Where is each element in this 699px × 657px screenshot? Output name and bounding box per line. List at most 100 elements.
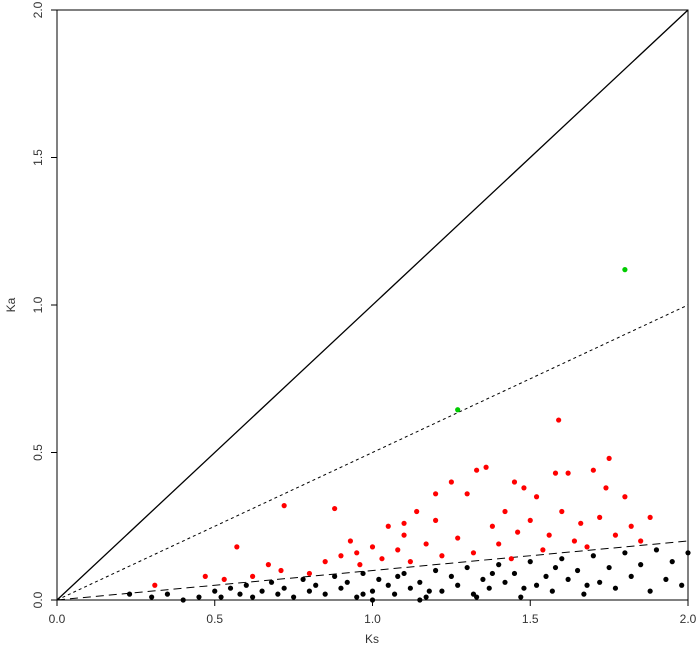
point: [574, 567, 581, 574]
point: [521, 485, 527, 491]
point: [407, 559, 413, 565]
y-tick-label: 2.0: [31, 1, 45, 18]
point: [628, 523, 634, 529]
point: [423, 594, 429, 600]
point: [149, 594, 155, 600]
point: [584, 582, 590, 588]
point: [521, 585, 527, 591]
point: [647, 514, 653, 521]
x-tick-label: 1.0: [364, 612, 381, 626]
point: [281, 503, 287, 509]
point: [212, 588, 218, 594]
point: [281, 585, 287, 591]
point: [603, 485, 609, 491]
point: [332, 573, 338, 580]
point: [196, 594, 202, 600]
point: [385, 523, 391, 529]
point: [533, 582, 540, 588]
point: [590, 467, 596, 473]
x-tick-label: 0.5: [206, 612, 223, 626]
point: [584, 544, 590, 550]
point: [489, 570, 495, 577]
point: [439, 553, 445, 559]
point: [455, 582, 461, 588]
point: [268, 579, 275, 585]
point: [565, 576, 571, 582]
point: [126, 591, 133, 597]
point: [395, 547, 401, 553]
point: [578, 520, 584, 526]
point: [417, 597, 423, 603]
point: [448, 479, 454, 485]
point: [401, 570, 407, 577]
point: [439, 588, 445, 594]
point: [597, 514, 603, 521]
point: [606, 455, 612, 461]
point: [511, 479, 518, 485]
point: [338, 553, 344, 559]
point: [533, 494, 540, 500]
y-tick-label: 1.0: [31, 296, 45, 313]
point: [265, 562, 271, 568]
point: [483, 464, 489, 470]
point: [511, 570, 518, 577]
point: [508, 556, 514, 562]
point: [332, 505, 338, 512]
point: [622, 267, 628, 273]
point: [663, 576, 669, 582]
y-tick-label: 1.5: [31, 149, 45, 166]
point: [221, 576, 227, 582]
y-axis-label: Ka: [4, 297, 18, 312]
point: [653, 547, 660, 553]
point: [464, 491, 470, 497]
x-tick-label: 2.0: [680, 612, 697, 626]
point: [423, 541, 429, 547]
point: [565, 470, 571, 476]
point: [502, 508, 508, 515]
point: [275, 591, 281, 597]
point: [300, 576, 306, 582]
point: [354, 594, 360, 600]
point: [322, 591, 328, 597]
x-tick-label: 0.0: [49, 612, 66, 626]
reference-line: [56, 540, 689, 601]
point: [426, 588, 432, 594]
point: [306, 588, 312, 594]
point: [679, 582, 685, 588]
point: [164, 591, 171, 597]
point: [243, 582, 249, 588]
point: [433, 567, 439, 574]
point: [227, 585, 234, 591]
x-tick-label: 1.5: [522, 612, 539, 626]
point: [638, 538, 644, 544]
point: [250, 594, 256, 600]
point: [455, 407, 461, 413]
point: [597, 579, 603, 585]
reference-line: [56, 9, 689, 601]
point: [360, 570, 366, 577]
point: [360, 591, 366, 597]
point: [638, 562, 644, 568]
point: [552, 470, 559, 476]
point: [401, 532, 407, 538]
reference-line: [56, 304, 689, 601]
point: [590, 553, 596, 559]
point: [549, 588, 555, 594]
point: [515, 529, 521, 535]
point: [448, 573, 454, 580]
point: [470, 550, 477, 556]
point: [546, 532, 552, 538]
point: [581, 591, 587, 597]
point: [622, 494, 628, 500]
point: [559, 508, 565, 515]
point: [527, 559, 533, 565]
point: [628, 573, 634, 580]
x-axis-label: Ks: [365, 632, 379, 646]
point: [559, 556, 565, 562]
point: [433, 491, 439, 497]
point: [291, 594, 297, 600]
point: [540, 547, 546, 553]
point: [455, 535, 461, 541]
point: [237, 591, 243, 597]
